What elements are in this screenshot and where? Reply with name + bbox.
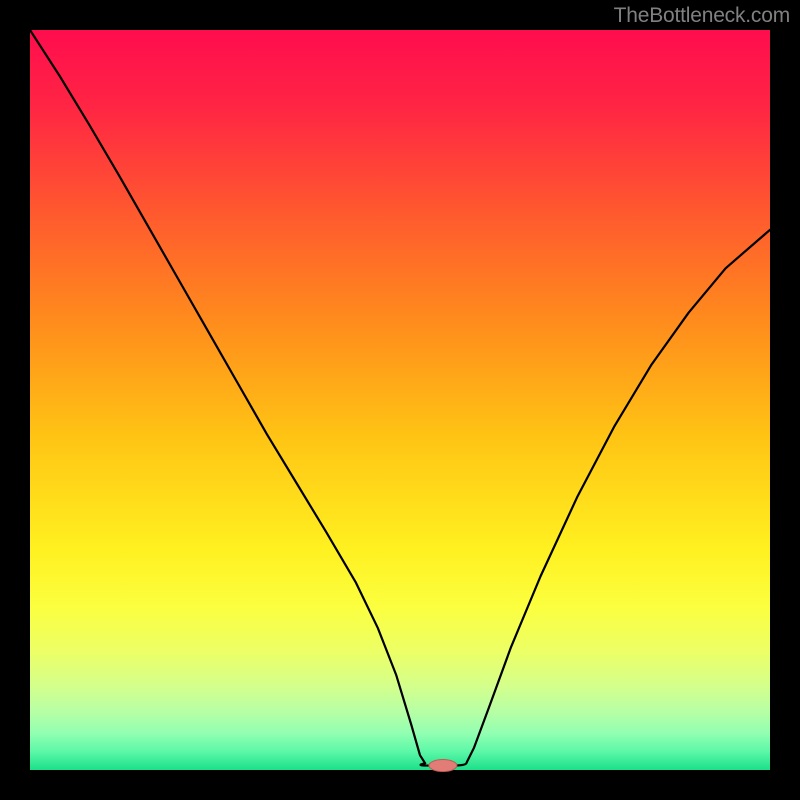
optimum-marker <box>429 760 457 772</box>
chart-stage: TheBottleneck.com <box>0 0 800 800</box>
bottleneck-chart <box>0 0 800 800</box>
attribution-text: TheBottleneck.com <box>614 4 790 28</box>
